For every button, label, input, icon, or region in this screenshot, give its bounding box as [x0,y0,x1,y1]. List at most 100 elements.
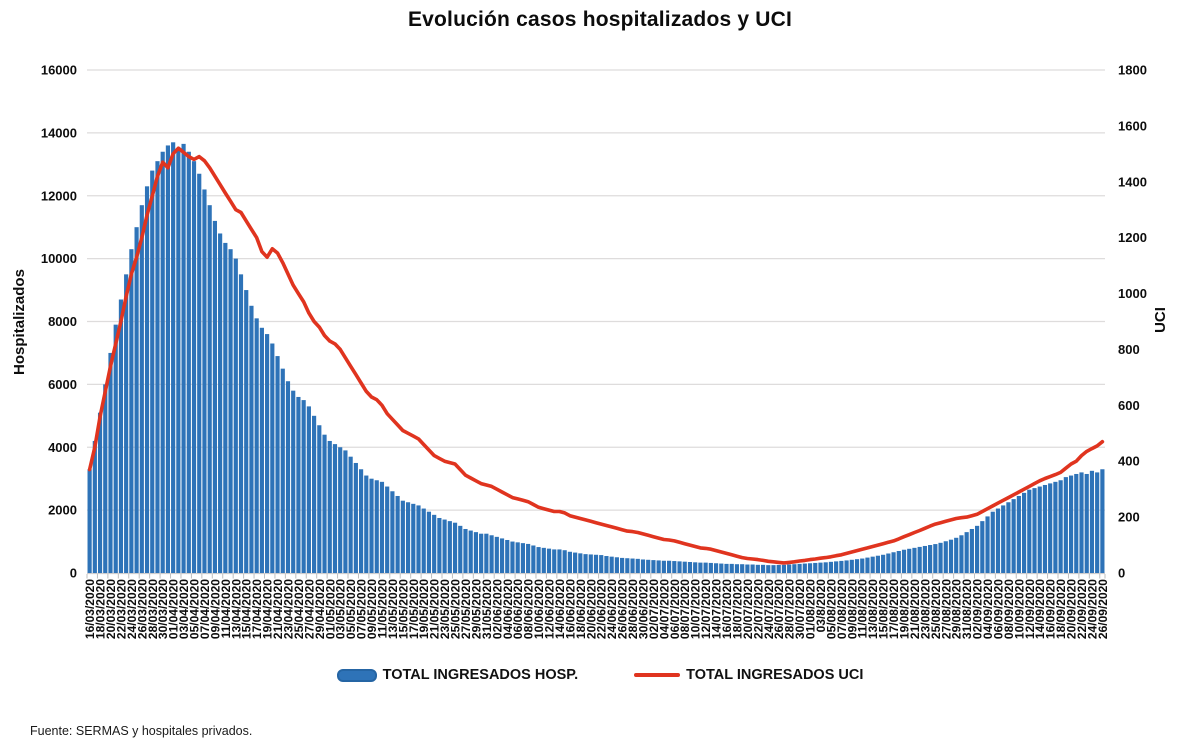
hosp-bar [740,564,745,573]
hosp-bar [1021,492,1027,573]
hosp-bar [703,562,708,573]
legend-label-hosp: TOTAL INGRESADOS HOSP. [382,667,579,683]
hosp-bar [567,551,572,573]
x-axis-date-label: 27/05/2020 [459,579,473,639]
hosp-bar [515,542,520,573]
left-axis-tick-label: 4000 [48,440,77,455]
hosp-bar [405,502,411,573]
hosp-bar [828,561,834,573]
x-axis-date-label: 26/09/2020 [1096,579,1110,639]
hosp-bar [552,549,557,573]
hosp-bar [494,536,499,573]
hosp-bar [771,565,776,573]
x-axis-date-label: 08/06/2020 [522,579,536,639]
uci-line [87,146,1105,565]
x-axis-date-label: 13/08/2020 [866,579,880,639]
x-axis-date-label: 17/08/2020 [887,579,901,639]
hosp-bar [118,299,124,573]
x-axis-date-label: 07/05/2020 [355,579,369,639]
right-axis-tick-label: 800 [1118,342,1140,357]
x-axis-date-label: 18/03/2020 [94,579,108,639]
hosp-bar [416,505,421,573]
hosp-bar [917,546,922,573]
x-axis-date-label: 11/04/2020 [219,579,233,639]
hosp-bar [385,486,390,573]
x-axis-date-label: 10/09/2020 [1012,579,1026,639]
x-axis-date-label: 15/08/2020 [877,579,891,639]
hosp-bar [510,541,515,573]
hosp-bar [411,503,416,573]
right-axis-tick-label: 1800 [1118,63,1147,78]
hosp-bar [750,564,755,573]
hosp-bar [964,532,969,573]
hosp-bar [432,514,437,573]
hosp-bar [458,525,463,573]
x-axis-date-label: 16/06/2020 [563,579,577,639]
hosp-bar [134,227,139,573]
hosp-bar [912,547,917,573]
x-axis-date-label: 09/05/2020 [365,579,379,639]
right-axis-tick-label: 0 [1118,566,1125,581]
left-axis-tick-label: 0 [70,566,77,581]
x-axis-date-label: 01/05/2020 [323,579,337,639]
right-axis-tick-label: 1000 [1118,286,1147,301]
right-axis-tick-label: 1600 [1118,118,1147,133]
hosp-bar [275,356,280,573]
hosp-bar [343,450,348,573]
hosp-bar [886,553,891,573]
hosp-bar [954,537,959,573]
hosp-bar [358,469,364,573]
hosp-bar [395,495,400,573]
hosp-bar [928,545,933,573]
hosp-bar [338,447,343,573]
hosp-bar [672,561,677,573]
hosp-bar [181,143,186,574]
x-axis-date-label: 22/03/2020 [114,579,128,639]
hosp-bar [1068,475,1074,573]
hosp-bar [995,508,1001,573]
hosp-bar [870,556,875,573]
hosp-bar [881,554,886,573]
hosp-bar [176,148,181,573]
hosp-bar [1016,495,1021,573]
right-axis-tick-label: 1200 [1118,230,1147,245]
x-axis-date-label: 06/06/2020 [511,579,525,639]
x-axis-date-label: 13/05/2020 [386,579,400,639]
hosp-bar [379,481,385,573]
hosp-bar [489,535,494,573]
left-axis-tick-label: 16000 [41,63,77,78]
hosp-bar [191,161,197,573]
x-axis-date-label: 27/08/2020 [939,579,953,639]
hosp-bar [1006,502,1011,573]
hosp-bar [463,528,468,573]
right-axis-tick-label: 1400 [1118,174,1147,189]
x-axis-date-label: 17/04/2020 [250,579,264,639]
x-axis-date-label: 19/04/2020 [261,579,275,639]
right-axis-tick-label: 400 [1118,454,1140,469]
hosp-bar [1048,483,1053,573]
x-axis-date-label: 15/05/2020 [396,579,410,639]
x-axis-date-label: 07/04/2020 [198,579,212,639]
x-axis-date-label: 25/08/2020 [929,579,943,639]
hosp-bar [348,456,353,573]
x-axis-date-label: 03/8/2020 [814,579,828,633]
x-axis-date-label: 28/06/2020 [626,579,640,639]
hosp-bar [990,511,995,573]
x-axis-date-label: 26/06/2020 [616,579,630,639]
left-axis-tick-label: 12000 [41,188,77,203]
hosp-bar [531,545,536,573]
x-axis-date-label: 02/06/2020 [490,579,504,639]
x-axis-date-label: 09/08/2020 [845,579,859,639]
hosp-bar [839,560,844,573]
hosp-bar [922,545,927,573]
hosp-bar [364,475,369,573]
hosp-bar [197,173,202,573]
hosp-bar [160,151,165,574]
hosp-bar [818,562,823,573]
hosp-bar [254,318,259,573]
legend: TOTAL INGRESADOS HOSP. TOTAL INGRESADOS … [0,662,1200,688]
x-axis-date-label: 17/05/2020 [407,579,421,639]
hosp-bar [708,562,713,573]
hosp-bar [599,555,604,573]
hosp-bar [938,542,943,573]
